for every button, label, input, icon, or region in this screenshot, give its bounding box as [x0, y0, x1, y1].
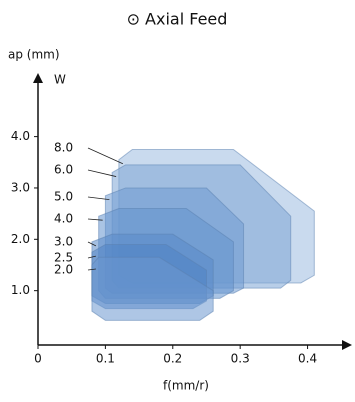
- leader-line: [87, 241, 97, 247]
- leader-line: [87, 218, 103, 221]
- leader-line: [87, 169, 117, 177]
- y-tick-label: 4.0: [11, 129, 30, 143]
- x-tick-label: 0.4: [298, 352, 317, 366]
- leader-line: [87, 147, 124, 165]
- series-label: W: [54, 73, 66, 87]
- series-name: 4.0: [54, 212, 73, 226]
- x-tick-label: 0.1: [96, 352, 115, 366]
- series-name: 5.0: [54, 190, 73, 204]
- y-axis-arrow: [33, 73, 43, 83]
- x-tick-label: 0.2: [163, 352, 182, 366]
- series-name: 8.0: [54, 141, 73, 155]
- series-name: 2.5: [54, 251, 73, 265]
- leader-line: [87, 268, 96, 271]
- series-name: 2.0: [54, 263, 73, 277]
- y-tick-label: 1.0: [11, 283, 30, 297]
- y-tick-label: 3.0: [11, 180, 30, 194]
- y-tick-label: 2.0: [11, 232, 30, 246]
- chart-title: ⊙ Axial Feed: [127, 10, 228, 29]
- x-tick-label: 0.3: [231, 352, 250, 366]
- x-axis-arrow: [342, 340, 352, 350]
- leader-line: [87, 255, 97, 259]
- series-name: 6.0: [54, 163, 73, 177]
- leader-line: [87, 196, 110, 201]
- x-tick-label: 0: [34, 352, 42, 366]
- y-axis-label: ap (mm): [8, 48, 60, 62]
- series-name: 3.0: [54, 235, 73, 249]
- x-axis-label: f(mm/r): [163, 379, 209, 393]
- region: [91, 256, 214, 321]
